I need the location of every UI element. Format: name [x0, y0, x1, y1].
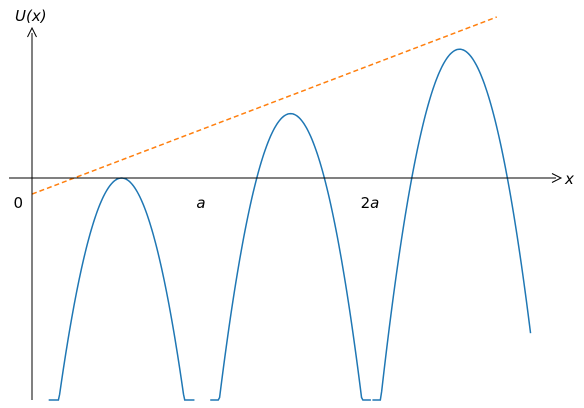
tick-labels: 0 a 2a [13, 194, 379, 212]
x-axis-arrowhead [551, 173, 563, 183]
potential-well-1 [48, 177, 195, 401]
y-axis-label: U(x) [15, 7, 47, 25]
linear-envelope-line [31, 16, 498, 195]
potential-well-3 [372, 48, 532, 401]
x-tick-label-2: 2a [361, 194, 380, 212]
x-tick-label-1: a [196, 194, 205, 212]
potential-well-2 [210, 112, 371, 401]
curves-layer [31, 16, 532, 401]
axes-layer [9, 26, 563, 400]
x-tick-label-0: 0 [13, 194, 23, 212]
x-axis-label: x [564, 170, 574, 188]
y-axis-arrowhead [27, 26, 37, 38]
